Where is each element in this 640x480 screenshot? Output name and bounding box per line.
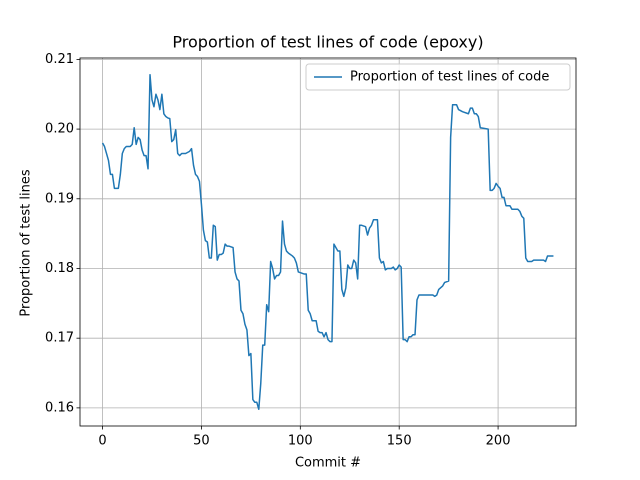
plot-frame	[79, 57, 577, 427]
y-tick-label: 0.17	[45, 331, 74, 346]
chart-title: Proportion of test lines of code (epoxy)	[172, 33, 483, 52]
y-tick-label: 0.21	[45, 52, 74, 67]
x-tick-label: 0	[98, 434, 106, 449]
x-axis-label: Commit #	[295, 456, 361, 471]
x-tick-label: 200	[486, 434, 511, 449]
x-tick-label: 150	[387, 434, 412, 449]
y-tick-label: 0.20	[45, 122, 74, 137]
y-tick-label: 0.18	[45, 261, 74, 276]
x-tick-label: 100	[288, 434, 313, 449]
legend-box	[305, 63, 571, 91]
y-tick-label: 0.16	[45, 400, 74, 415]
y-tick-label: 0.19	[45, 191, 74, 206]
legend-label: Proportion of test lines of code	[350, 70, 549, 85]
y-axis-label: Proportion of test lines	[19, 169, 34, 316]
x-tick-label: 50	[193, 434, 210, 449]
data-line	[101, 73, 554, 411]
